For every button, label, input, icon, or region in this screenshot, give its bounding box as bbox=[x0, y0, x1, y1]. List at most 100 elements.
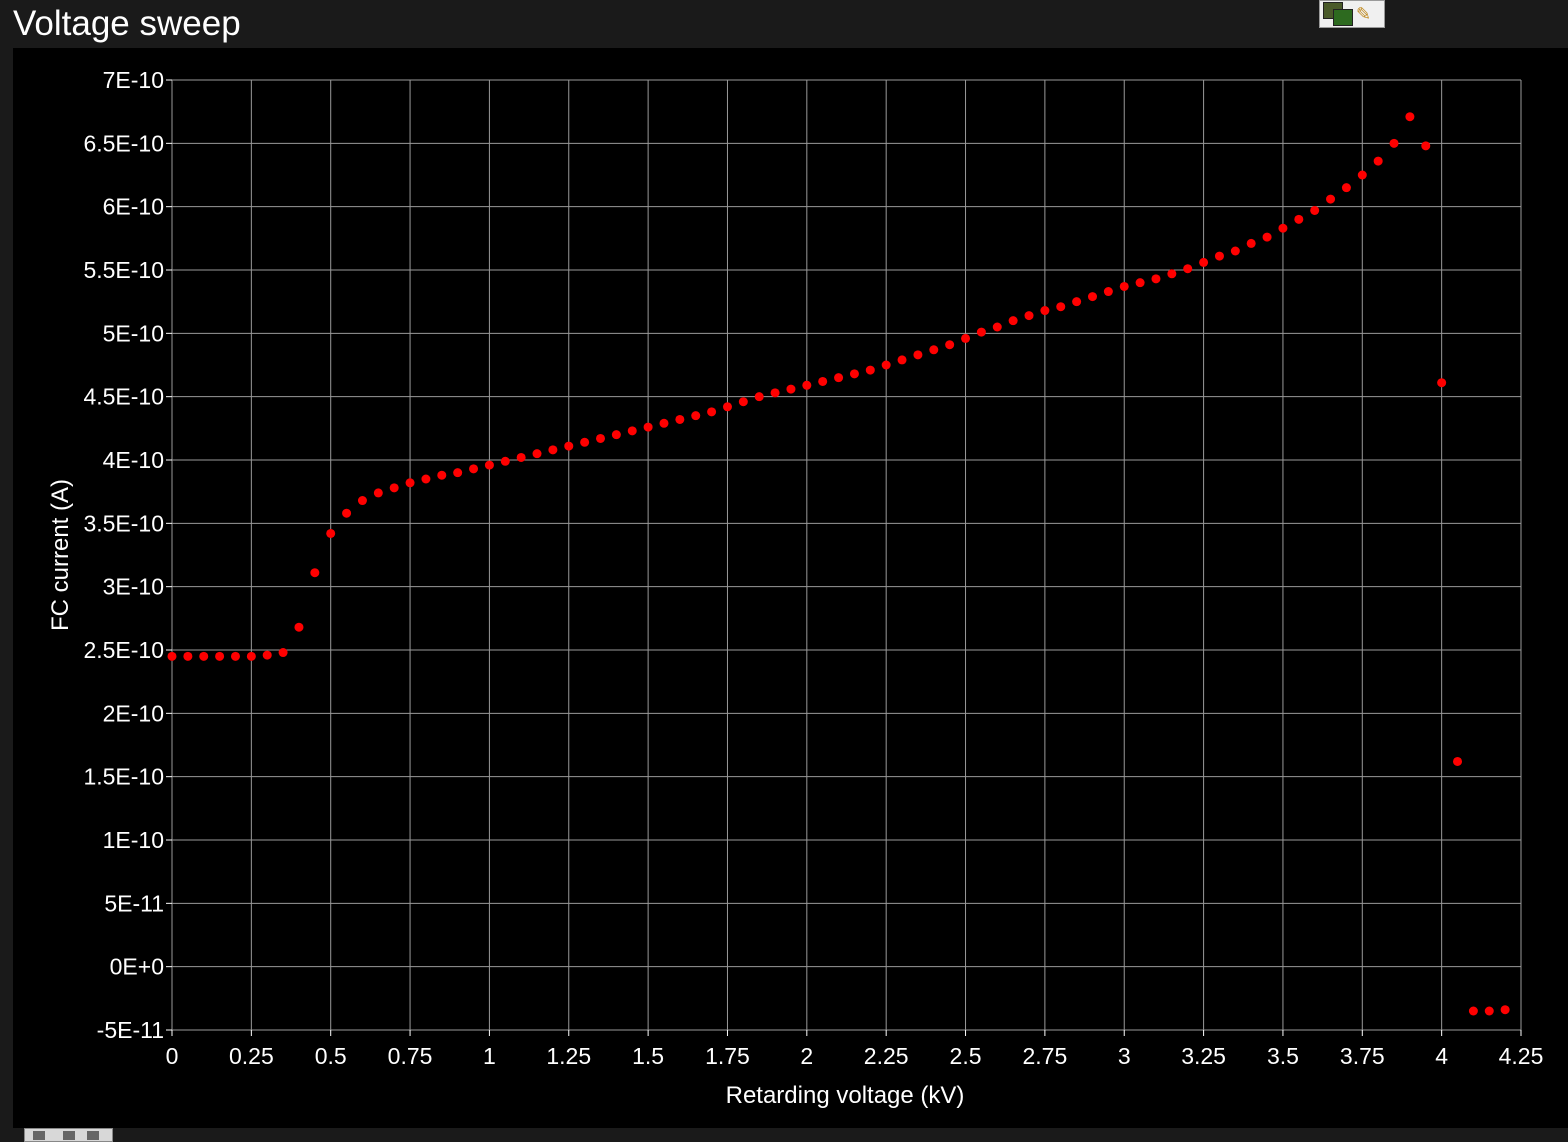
data-point bbox=[532, 449, 542, 459]
x-tick-label: 0.25 bbox=[229, 1043, 274, 1069]
x-tick-label: 2.75 bbox=[1022, 1043, 1067, 1069]
data-point bbox=[1167, 269, 1177, 279]
data-point bbox=[738, 397, 748, 407]
data-point bbox=[897, 355, 907, 365]
data-point bbox=[1119, 281, 1129, 291]
color-swatch-icon bbox=[1333, 9, 1353, 26]
pencil-icon: ✎ bbox=[1356, 4, 1372, 24]
data-point bbox=[849, 369, 859, 379]
data-point bbox=[1500, 1005, 1510, 1015]
data-point bbox=[453, 468, 463, 478]
data-point bbox=[1421, 141, 1431, 151]
data-point bbox=[802, 380, 812, 390]
data-point bbox=[215, 651, 225, 661]
window-title: Voltage sweep bbox=[13, 4, 241, 43]
data-point bbox=[326, 528, 336, 538]
pan-tool-icon[interactable] bbox=[87, 1131, 99, 1140]
y-tick-label: 1.5E-10 bbox=[83, 764, 164, 790]
x-tick-label: 0.5 bbox=[315, 1043, 347, 1069]
x-tick-label: 3.5 bbox=[1267, 1043, 1299, 1069]
data-point bbox=[1072, 297, 1082, 307]
data-point bbox=[167, 651, 177, 661]
data-point bbox=[1040, 306, 1050, 316]
data-point bbox=[1437, 378, 1447, 388]
data-point bbox=[580, 437, 590, 447]
data-point bbox=[1056, 302, 1066, 312]
data-point bbox=[818, 376, 828, 386]
zoom-tool-icon[interactable] bbox=[63, 1131, 75, 1140]
data-point bbox=[437, 470, 447, 480]
x-tick-label: 1 bbox=[483, 1043, 496, 1069]
data-point bbox=[675, 414, 685, 424]
data-point bbox=[929, 345, 939, 355]
plot-tools-button[interactable]: ✎ bbox=[1319, 0, 1385, 28]
y-tick-label: 3E-10 bbox=[103, 574, 164, 600]
data-point bbox=[913, 350, 923, 360]
data-point bbox=[548, 445, 558, 455]
data-point bbox=[722, 402, 732, 412]
x-tick-label: 1.75 bbox=[705, 1043, 750, 1069]
data-point bbox=[627, 426, 637, 436]
x-tick-label: 2.5 bbox=[950, 1043, 982, 1069]
data-point bbox=[596, 433, 606, 443]
data-point bbox=[1199, 257, 1209, 267]
data-point bbox=[691, 411, 701, 421]
data-point bbox=[834, 373, 844, 383]
data-point bbox=[707, 407, 717, 417]
data-point bbox=[1278, 223, 1288, 233]
data-point bbox=[516, 452, 526, 462]
data-point bbox=[183, 651, 193, 661]
data-point bbox=[1453, 756, 1463, 766]
data-point bbox=[262, 650, 272, 660]
x-tick-label: 2 bbox=[800, 1043, 813, 1069]
x-axis: 0 0.25 0.5 0.75 1 1.25 1.5 1.75 2 2.25 2.5 2.75 3 3.2… bbox=[166, 1030, 1543, 1069]
data-point bbox=[469, 464, 479, 474]
data-point bbox=[500, 456, 510, 466]
data-point bbox=[1087, 292, 1097, 302]
data-point bbox=[992, 322, 1002, 332]
data-point bbox=[373, 488, 383, 498]
y-tick-label: 7E-10 bbox=[103, 67, 164, 93]
x-tick-label: 3.25 bbox=[1181, 1043, 1226, 1069]
data-point bbox=[294, 622, 304, 632]
data-point bbox=[1103, 287, 1113, 297]
y-tick-label: 6E-10 bbox=[103, 194, 164, 220]
data-point bbox=[770, 388, 780, 398]
x-tick-label: 0 bbox=[166, 1043, 179, 1069]
data-point bbox=[865, 365, 875, 375]
data-series bbox=[167, 112, 1510, 1016]
data-point bbox=[1151, 274, 1161, 284]
data-point bbox=[405, 478, 415, 488]
data-point bbox=[1008, 316, 1018, 326]
data-point bbox=[1135, 278, 1145, 288]
y-axis-title: FC current (A) bbox=[47, 479, 74, 631]
data-point bbox=[1230, 246, 1240, 256]
y-tick-label: 1E-10 bbox=[103, 827, 164, 853]
data-point bbox=[389, 483, 399, 493]
x-tick-label: 2.25 bbox=[864, 1043, 909, 1069]
data-point bbox=[1389, 138, 1399, 148]
data-point bbox=[754, 392, 764, 402]
data-point bbox=[342, 508, 352, 518]
graph-palette-toolbar[interactable] bbox=[24, 1128, 113, 1142]
data-point bbox=[246, 651, 256, 661]
data-point bbox=[961, 333, 971, 343]
plot-panel bbox=[13, 48, 1568, 1128]
data-point bbox=[945, 340, 955, 350]
data-point bbox=[1294, 214, 1304, 224]
data-point bbox=[357, 496, 367, 506]
y-tick-label: 4E-10 bbox=[103, 447, 164, 473]
y-tick-label: 0E+0 bbox=[110, 954, 164, 980]
y-tick-label: 5.5E-10 bbox=[83, 257, 164, 283]
grid bbox=[171, 79, 1522, 1031]
x-tick-label: 3.75 bbox=[1340, 1043, 1385, 1069]
data-point bbox=[421, 474, 431, 484]
data-point bbox=[786, 384, 796, 394]
x-tick-label: 0.75 bbox=[388, 1043, 433, 1069]
data-point bbox=[1246, 238, 1256, 248]
data-point bbox=[611, 430, 621, 440]
data-point bbox=[1484, 1006, 1494, 1016]
y-tick-label: 2.5E-10 bbox=[83, 637, 164, 663]
cursor-tool-icon[interactable] bbox=[33, 1131, 45, 1140]
